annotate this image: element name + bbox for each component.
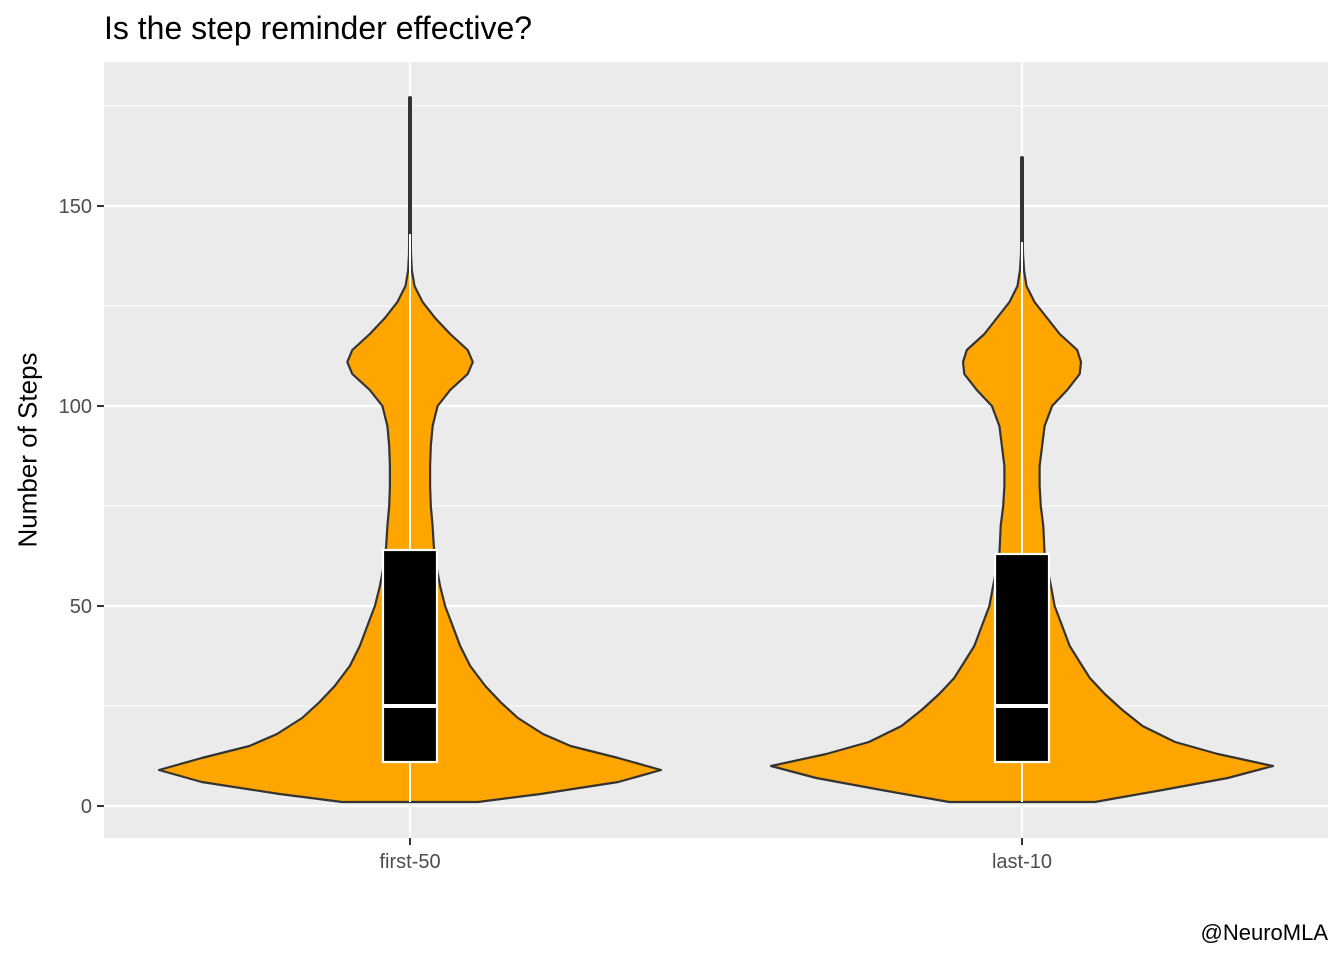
box-last-10 [993, 552, 1051, 764]
minor-gridlines [104, 105, 1328, 707]
x-tick-label: last-10 [992, 851, 1052, 873]
violins [157, 96, 1275, 804]
chart-caption: @NeuroMLA [1200, 920, 1329, 945]
y-tick-label: 150 [59, 196, 92, 218]
chart-title: Is the step reminder effective? [104, 10, 533, 46]
box-first-50 [381, 548, 439, 764]
y-tick-label: 100 [59, 396, 92, 418]
plot-panel [104, 62, 1328, 838]
y-tick-label: 50 [70, 596, 92, 618]
x-tick-label: first-50 [379, 851, 440, 873]
y-tick-label: 0 [81, 796, 92, 818]
axes: 0 50 100 150 first-50 last-10 [59, 196, 1052, 873]
